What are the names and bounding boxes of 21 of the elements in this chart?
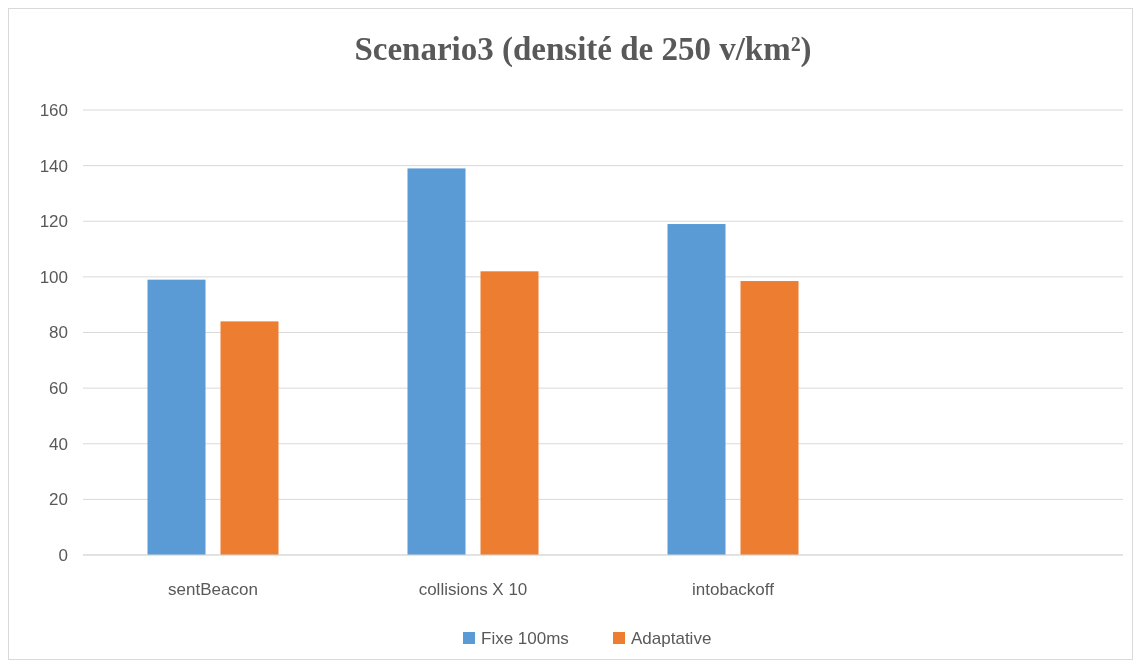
x-tick-label: sentBeacon xyxy=(168,580,258,599)
y-tick-label: 20 xyxy=(49,490,68,510)
y-tick-label: 60 xyxy=(49,379,68,399)
bar xyxy=(480,271,539,555)
legend-label: Fixe 100ms xyxy=(481,628,569,648)
y-tick-label: 100 xyxy=(39,267,68,287)
y-tick-label: 160 xyxy=(39,100,68,120)
y-tick-label: 0 xyxy=(58,545,68,565)
x-tick-label: intobackoff xyxy=(692,580,775,599)
y-tick-label: 120 xyxy=(39,212,68,232)
x-tick-label: collisions X 10 xyxy=(418,580,528,599)
y-tick-label: 80 xyxy=(49,323,68,343)
chart-title: Scenario3 (densité de 250 v/km²) xyxy=(354,31,812,68)
bar xyxy=(740,281,799,555)
legend-label: Adaptative xyxy=(631,628,712,648)
y-tick-label: 40 xyxy=(49,434,68,454)
bar xyxy=(147,279,206,555)
bar xyxy=(667,224,726,555)
bar xyxy=(407,168,466,555)
bar xyxy=(220,321,279,555)
y-tick-label: 140 xyxy=(39,156,68,176)
